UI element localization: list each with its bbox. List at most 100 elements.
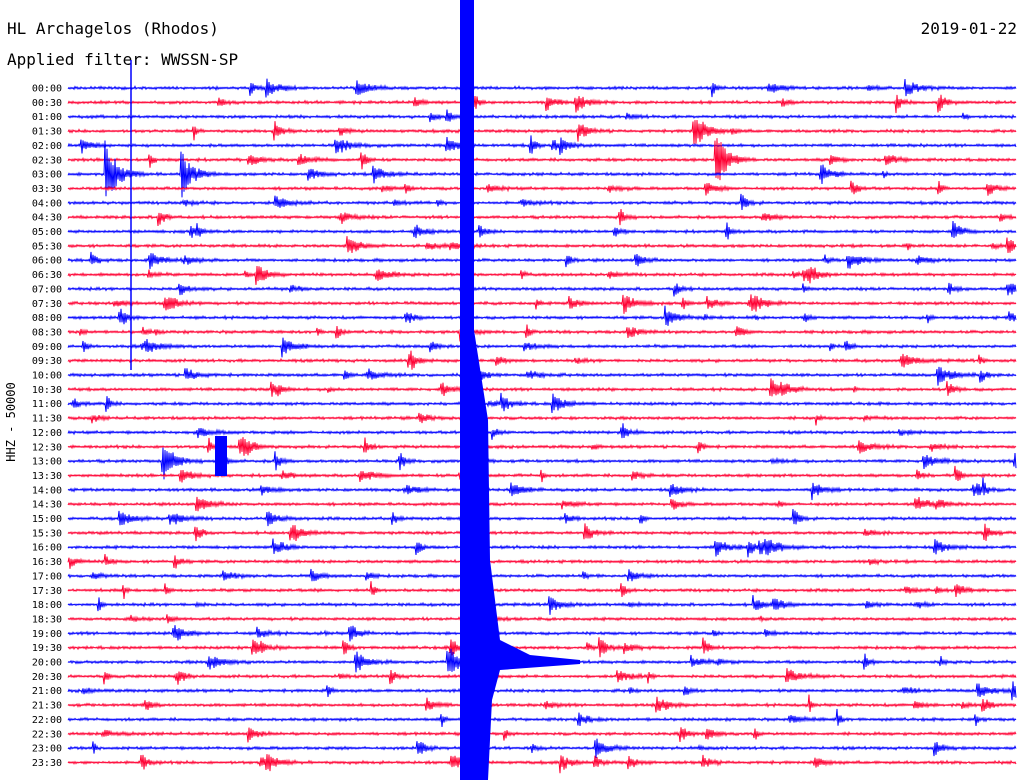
trace-line [67,294,1017,314]
trace-line [67,282,1017,297]
trace-line [67,538,1017,558]
trace-line [67,681,1017,701]
trace-line [67,350,1017,370]
trace-line [67,94,1017,114]
time-tick-label: 19:30 [32,643,62,654]
coda-envelope [474,330,580,780]
time-tick-label: 02:00 [32,141,62,152]
time-tick-label: 16:30 [32,557,62,568]
date-label: 2019-01-22 [920,19,1017,38]
time-tick-group: 00:00 00:30 01:00 01:30 02:00 02:30 03:00 03:30… [32,84,62,769]
time-tick-label: 05:30 [32,241,62,252]
filter-label: Applied filter: WWSSN-SP [7,50,239,69]
trace-line [67,140,1017,198]
time-tick-label: 22:30 [32,729,62,740]
trace-line [67,337,1017,358]
trace-line [67,447,1017,480]
time-tick-label: 10:00 [32,371,62,382]
trace-line [67,109,1017,123]
trace-line [67,220,1017,240]
time-tick-label: 04:00 [32,198,62,209]
time-tick-label: 01:00 [32,112,62,123]
trace-line [67,423,1017,440]
trace-line [67,78,1017,98]
trace-line [67,324,1017,342]
trace-line [67,251,1017,270]
trace-line [67,523,1017,542]
time-tick-label: 03:00 [32,170,62,181]
time-tick-label: 20:00 [32,658,62,669]
time-tick-label: 21:30 [32,701,62,712]
time-tick-label: 23:30 [32,758,62,769]
time-tick-label: 18:00 [32,600,62,611]
time-tick-label: 04:30 [32,213,62,224]
trace-line [67,305,1017,326]
time-tick-label: 14:30 [32,500,62,511]
trace-line [67,496,1017,512]
time-tick-label: 14:00 [32,485,62,496]
time-tick-label: 01:30 [32,127,62,138]
trace-line [67,727,1017,743]
trace-line [67,477,1017,501]
trace-line [67,265,1017,285]
time-tick-label: 19:00 [32,629,62,640]
time-tick-label: 13:00 [32,457,62,468]
trace-line [67,509,1017,527]
trace-line [67,119,1017,144]
trace-line [67,193,1017,211]
time-tick-label: 08:00 [32,313,62,324]
time-tick-label: 12:30 [32,442,62,453]
trace-line [67,754,1017,774]
trace-line [67,738,1017,759]
time-tick-label: 03:30 [32,184,62,195]
time-tick-label: 07:00 [32,284,62,295]
trace-line [67,694,1017,713]
time-tick-label: 22:00 [32,715,62,726]
trace-line [67,437,1017,456]
time-tick-label: 06:00 [32,256,62,267]
trace-line [67,581,1017,600]
time-tick-label: 00:30 [32,98,62,109]
time-tick-label: 11:30 [32,414,62,425]
time-tick-label: 09:00 [32,342,62,353]
event-burst [215,436,227,476]
trace-line [67,135,1017,155]
main-event-group [130,0,580,780]
time-tick-label: 17:30 [32,586,62,597]
time-tick-label: 05:00 [32,227,62,238]
time-tick-label: 18:30 [32,614,62,625]
time-tick-label: 00:00 [32,84,62,95]
station-title: HL Archagelos (Rhodos) [7,19,219,38]
trace-line [67,209,1017,226]
time-tick-label: 10:30 [32,385,62,396]
trace-line [67,708,1017,727]
time-tick-label: 11:00 [32,399,62,410]
time-tick-label: 20:30 [32,672,62,683]
trace-line [67,392,1017,414]
time-tick-label: 12:00 [32,428,62,439]
time-tick-label: 07:30 [32,299,62,310]
time-tick-label: 02:30 [32,155,62,166]
time-tick-label: 08:30 [32,327,62,338]
time-tick-label: 15:30 [32,528,62,539]
trace-line [67,378,1017,397]
trace-line [67,611,1017,626]
time-tick-label: 13:30 [32,471,62,482]
time-tick-label: 06:30 [32,270,62,281]
trace-line [67,236,1017,254]
trace-line [67,366,1017,386]
trace-line [67,465,1017,483]
time-tick-label: 23:00 [32,744,62,755]
time-tick-label: 16:00 [32,543,62,554]
trace-line [67,553,1017,569]
time-tick-label: 17:00 [32,571,62,582]
trace-line [67,668,1017,685]
trace-line [67,180,1017,196]
trace-line [67,412,1017,426]
trace-line [67,595,1017,615]
trace-line [67,637,1017,658]
time-tick-label: 21:00 [32,686,62,697]
trace-group [67,78,1017,774]
time-tick-label: 15:00 [32,514,62,525]
